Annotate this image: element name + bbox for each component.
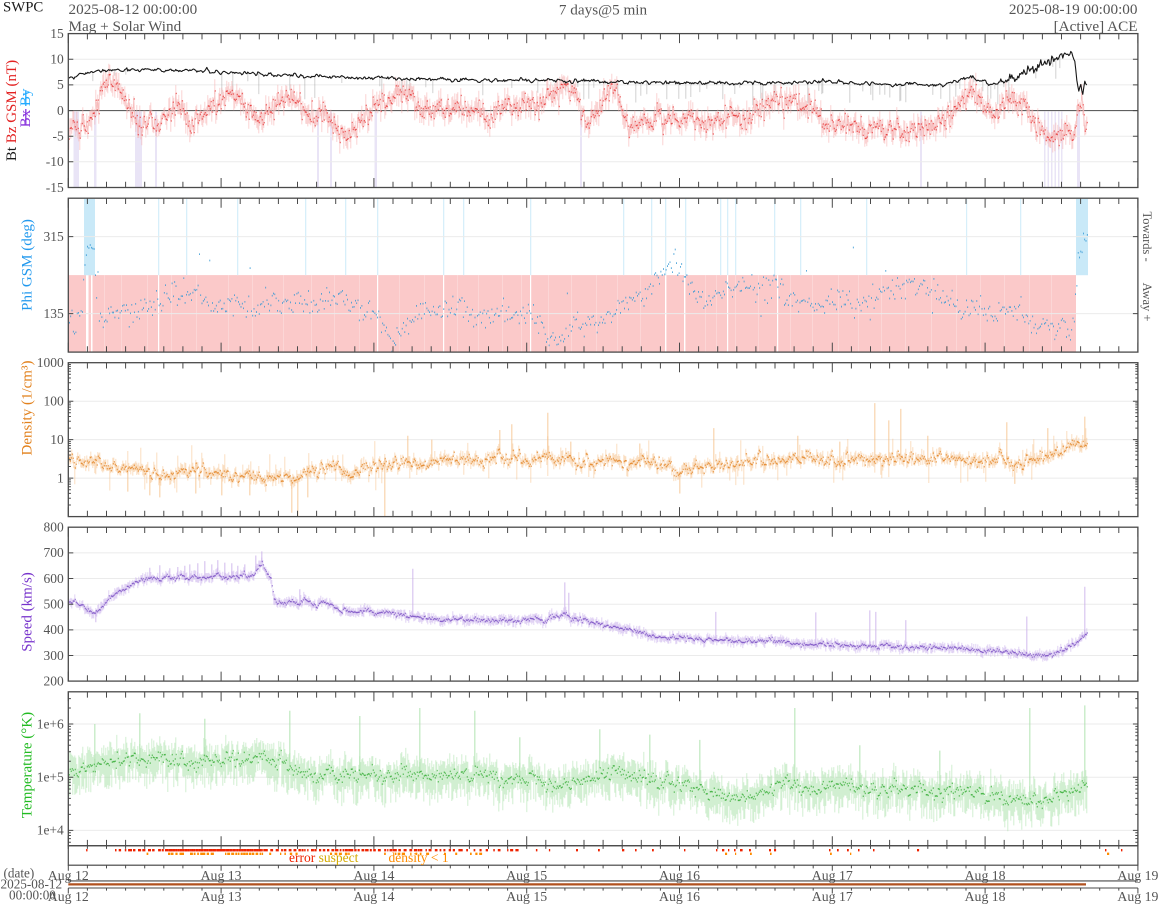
svg-text:-15: -15 — [46, 180, 64, 195]
svg-text:Bt Bz GSM (nT): Bt Bz GSM (nT) — [4, 60, 20, 161]
svg-text:600: 600 — [44, 571, 65, 586]
svg-text:Aug 17: Aug 17 — [812, 868, 853, 883]
svg-text:Aug 15: Aug 15 — [506, 889, 547, 904]
svg-text:Aug 14: Aug 14 — [353, 889, 394, 904]
svg-text:400: 400 — [44, 622, 65, 637]
svg-text:Mag + Solar Wind: Mag + Solar Wind — [69, 18, 182, 35]
svg-text:Speed (km/s): Speed (km/s) — [20, 572, 36, 652]
svg-text:-10: -10 — [46, 154, 64, 169]
svg-text:error: error — [289, 850, 316, 865]
svg-text:2025-08-12 00:00:00: 2025-08-12 00:00:00 — [69, 1, 198, 18]
svg-text:1e+6: 1e+6 — [37, 716, 64, 731]
svg-text:Aug 16: Aug 16 — [659, 889, 700, 904]
svg-text:Towards -: Towards - — [1140, 212, 1154, 262]
svg-text:15: 15 — [50, 26, 64, 41]
svg-text:Aug 15: Aug 15 — [506, 868, 547, 883]
svg-text:1e+5: 1e+5 — [37, 770, 64, 785]
svg-text:(date): (date) — [4, 866, 35, 881]
svg-text:[Active] ACE: [Active] ACE — [1054, 18, 1138, 35]
svg-text:2025-08-12: 2025-08-12 — [1, 877, 63, 892]
svg-text:Aug 13: Aug 13 — [201, 868, 242, 883]
svg-text:200: 200 — [44, 673, 65, 688]
svg-text:2025-08-19 00:00:00: 2025-08-19 00:00:00 — [1009, 1, 1138, 18]
svg-text:Aug 19: Aug 19 — [1117, 889, 1158, 904]
svg-text:Temperature (°K): Temperature (°K) — [20, 712, 36, 818]
svg-text:Aug 12: Aug 12 — [48, 868, 89, 883]
svg-text:Aug 14: Aug 14 — [353, 868, 394, 883]
svg-text:Aug 12: Aug 12 — [48, 889, 89, 904]
svg-text:Aug 16: Aug 16 — [659, 868, 700, 883]
svg-text:7 days@5 min: 7 days@5 min — [559, 1, 648, 18]
svg-text:800: 800 — [44, 520, 65, 535]
svg-text:00:00:00: 00:00:00 — [9, 888, 56, 903]
svg-text:Phi GSM (deg): Phi GSM (deg) — [20, 219, 36, 311]
svg-text:suspect: suspect — [319, 850, 359, 865]
svg-text:135: 135 — [44, 306, 65, 321]
svg-text:100: 100 — [44, 394, 65, 409]
svg-text:Density (1/cm³): Density (1/cm³) — [20, 361, 36, 456]
svg-text:density < 1: density < 1 — [389, 850, 449, 865]
svg-text:Aug 18: Aug 18 — [965, 889, 1006, 904]
svg-text:Away +: Away + — [1140, 283, 1154, 322]
svg-text:0: 0 — [57, 103, 64, 118]
svg-text:1000: 1000 — [37, 355, 64, 370]
svg-text:5: 5 — [57, 77, 64, 92]
svg-text:10: 10 — [50, 432, 64, 447]
svg-text:SWPC: SWPC — [3, 0, 43, 16]
svg-text:Aug 19: Aug 19 — [1117, 868, 1158, 883]
svg-text:500: 500 — [44, 597, 65, 612]
svg-text:315: 315 — [44, 229, 65, 244]
svg-text:Aug 17: Aug 17 — [812, 889, 853, 904]
svg-text:Aug 18: Aug 18 — [965, 868, 1006, 883]
svg-text:10: 10 — [50, 52, 64, 67]
svg-text:1: 1 — [57, 470, 64, 485]
svg-text:Aug 13: Aug 13 — [201, 889, 242, 904]
svg-text:700: 700 — [44, 545, 65, 560]
svg-text:300: 300 — [44, 648, 65, 663]
svg-text:-5: -5 — [53, 129, 64, 144]
svg-text:1e+4: 1e+4 — [37, 823, 64, 838]
